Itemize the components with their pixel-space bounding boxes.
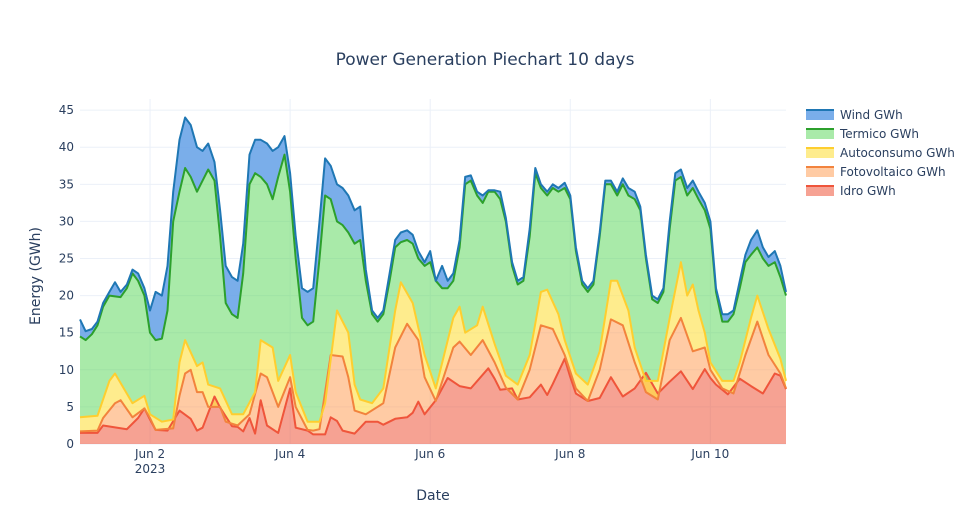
legend: Wind GWh Termico GWh Autoconsumo GWh Fotovo…: [806, 108, 955, 198]
legend-label: Fotovoltaico GWh: [840, 165, 946, 179]
plot-area: [79, 116, 787, 444]
legend-label: Termico GWh: [839, 127, 919, 141]
legend-label: Idro GWh: [840, 184, 896, 198]
y-axis-ticks: 0 5 10 15 20 25 30 35 40 45: [59, 103, 74, 451]
y-axis-label: Energy (GWh): [28, 227, 44, 325]
y-tick-label: 35: [59, 177, 74, 191]
legend-swatch: [806, 148, 834, 158]
y-tick-label: 40: [59, 140, 74, 154]
legend-label: Wind GWh: [840, 108, 903, 122]
x-tick-label: Jun 6: [414, 447, 445, 461]
area-fotovoltaico-gwh: [80, 317, 786, 435]
x-tick-label: Jun 2: [134, 447, 165, 461]
x-tick-sublabel: 2023: [135, 462, 166, 476]
legend-swatch: [806, 186, 834, 196]
y-tick-label: 10: [59, 363, 74, 377]
area-autoconsumo-gwh: [80, 262, 786, 432]
y-tick-label: 20: [59, 289, 74, 303]
x-axis-label: Date: [416, 488, 449, 504]
line-wind-gwh: [79, 116, 787, 333]
legend-label: Autoconsumo GWh: [840, 146, 955, 160]
legend-item-idro-gwh[interactable]: Idro GWh: [806, 184, 896, 198]
x-tick-label: Jun 10: [690, 447, 729, 461]
line-autoconsumo-gwh: [79, 261, 787, 423]
line-fotovoltaico-gwh: [79, 316, 787, 433]
legend-item-fotovoltaico-gwh[interactable]: Fotovoltaico GWh: [806, 165, 946, 179]
legend-swatch: [806, 110, 834, 120]
legend-item-autoconsumo-gwh[interactable]: Autoconsumo GWh: [806, 146, 955, 160]
x-tick-label: Jun 4: [274, 447, 305, 461]
y-tick-label: 45: [59, 103, 74, 117]
y-tick-label: 30: [59, 214, 74, 228]
y-tick-label: 15: [59, 326, 74, 340]
y-tick-label: 25: [59, 252, 74, 266]
legend-swatch: [806, 129, 834, 139]
chart-title: Power Generation Piechart 10 days: [336, 50, 635, 70]
y-tick-label: 0: [66, 437, 74, 451]
area-termico-gwh: [80, 154, 786, 422]
y-tick-label: 5: [66, 400, 74, 414]
legend-item-termico-gwh[interactable]: Termico GWh: [806, 127, 919, 141]
x-tick-label: Jun 8: [554, 447, 585, 461]
legend-item-wind-gwh[interactable]: Wind GWh: [806, 108, 903, 122]
legend-swatch: [806, 167, 834, 177]
